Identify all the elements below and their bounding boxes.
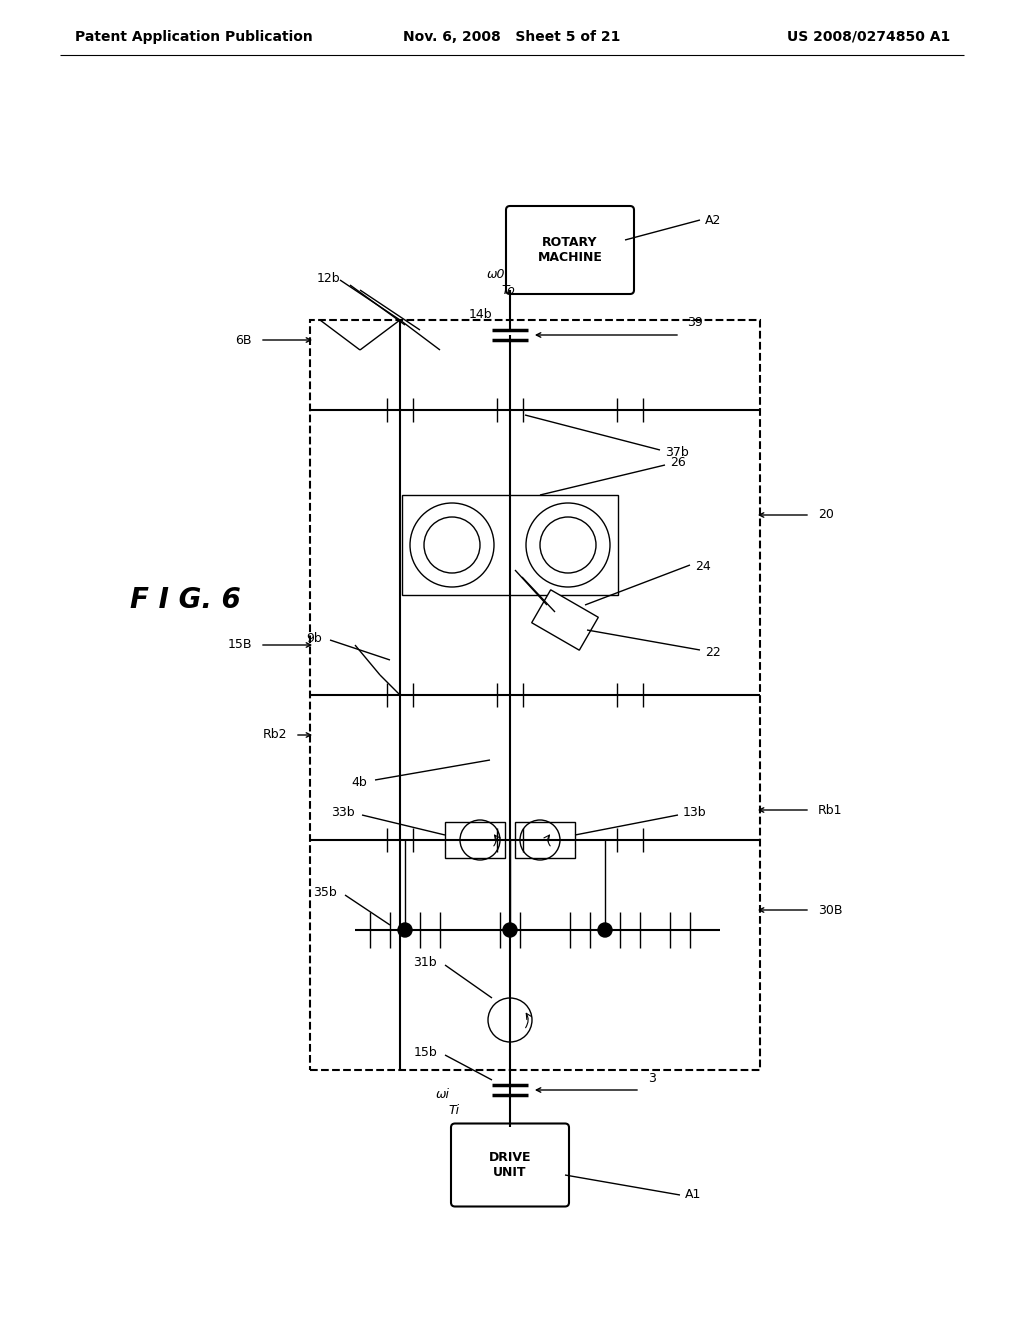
Text: ω0: ω0: [486, 268, 505, 281]
Text: Patent Application Publication: Patent Application Publication: [75, 30, 312, 44]
Text: Rb2: Rb2: [262, 729, 287, 742]
Bar: [515, 822, 575, 858]
Bar: [310, 319, 760, 1071]
Text: 13b: 13b: [683, 807, 707, 820]
Text: 20: 20: [818, 508, 834, 521]
Text: 22: 22: [705, 645, 721, 659]
Circle shape: [398, 923, 412, 937]
Text: Ti: Ti: [449, 1104, 460, 1117]
Text: ωi: ωi: [436, 1089, 450, 1101]
Text: Nov. 6, 2008   Sheet 5 of 21: Nov. 6, 2008 Sheet 5 of 21: [403, 30, 621, 44]
Text: 6B: 6B: [236, 334, 252, 346]
Text: 33b: 33b: [332, 807, 355, 820]
Text: A1: A1: [685, 1188, 701, 1201]
Text: 15b: 15b: [414, 1047, 437, 1060]
Text: To: To: [502, 284, 515, 297]
Bar: [445, 822, 505, 858]
Text: 26: 26: [670, 457, 686, 470]
Circle shape: [503, 923, 517, 937]
Text: F I G. 6: F I G. 6: [130, 586, 241, 614]
Text: 4b: 4b: [351, 776, 367, 788]
Text: 9b: 9b: [306, 631, 322, 644]
Text: 15B: 15B: [227, 639, 252, 652]
Circle shape: [598, 923, 612, 937]
Text: 35b: 35b: [313, 887, 337, 899]
Text: 3: 3: [648, 1072, 656, 1085]
FancyBboxPatch shape: [531, 590, 598, 651]
Text: 24: 24: [695, 561, 711, 573]
FancyBboxPatch shape: [451, 1123, 569, 1206]
Text: US 2008/0274850 A1: US 2008/0274850 A1: [786, 30, 950, 44]
Text: DRIVE
UNIT: DRIVE UNIT: [488, 1151, 531, 1179]
Bar: [402, 495, 618, 595]
Text: 37b: 37b: [665, 446, 689, 458]
Text: 31b: 31b: [414, 957, 437, 969]
Text: Rb1: Rb1: [818, 804, 843, 817]
Text: A2: A2: [705, 214, 721, 227]
Text: ROTARY
MACHINE: ROTARY MACHINE: [538, 236, 602, 264]
Text: 12b: 12b: [316, 272, 340, 285]
FancyBboxPatch shape: [506, 206, 634, 294]
Text: 30B: 30B: [818, 903, 843, 916]
Text: 14b: 14b: [468, 309, 492, 322]
Text: 39: 39: [687, 317, 702, 330]
